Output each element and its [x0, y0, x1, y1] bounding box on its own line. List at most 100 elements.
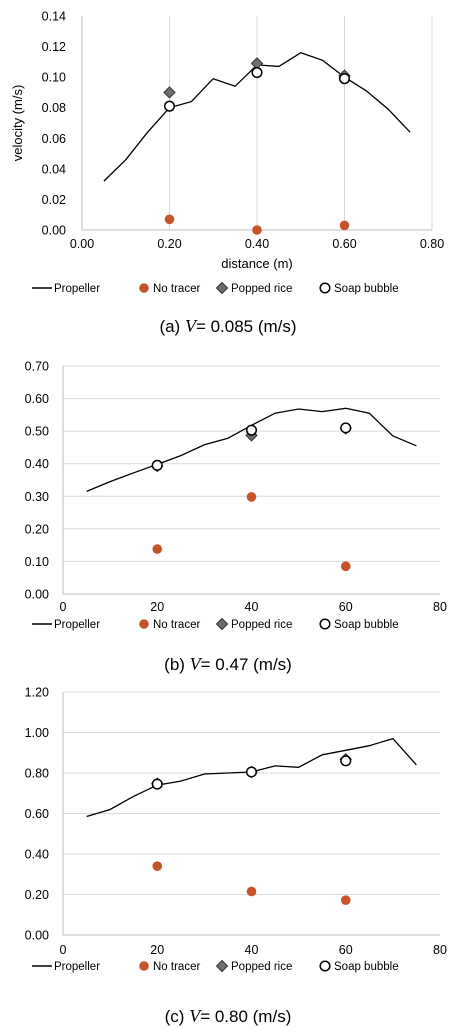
point-soap-bubble	[163, 100, 176, 112]
legend-soap-bubble-swatch	[319, 282, 331, 294]
point-soap-bubble	[338, 73, 351, 85]
legend-popped-rice-swatch	[215, 959, 229, 973]
legend-soap-bubble-label: Soap bubble	[334, 961, 399, 973]
legend-no-tracer-swatch	[139, 283, 149, 293]
point-soap-bubble	[340, 755, 352, 767]
point-no-tracer	[252, 225, 262, 235]
point-no-tracer	[246, 492, 257, 502]
y-tick-label: 0.40	[25, 457, 49, 471]
legend-no-tracer-swatch	[139, 619, 149, 629]
caption-value: = 0.80 (m/s)	[200, 1007, 291, 1026]
caption-variable: V	[190, 654, 203, 674]
x-tick-label: 0.20	[157, 237, 181, 251]
series-line-propeller	[86, 407, 417, 492]
legend-propeller-label: Propeller	[54, 283, 100, 295]
legend-no-tracer-label: No tracer	[153, 619, 200, 631]
y-tick-label: 0.10	[42, 71, 66, 85]
caption-variable: V	[185, 316, 198, 336]
point-no-tracer	[340, 561, 351, 572]
y-tick-label: 0.12	[42, 40, 66, 54]
caption-value: = 0.47 (m/s)	[201, 655, 292, 674]
y-tick-label: 0.08	[42, 101, 66, 115]
legend-no-tracer-swatch	[139, 961, 149, 971]
chart-panel-2: 0.00 0.10 0.20 0.30 0.40 0.50 0.60 0.70 0 20 40 60 8…	[25, 360, 447, 675]
caption-prefix: (b)	[164, 655, 190, 674]
legend-propeller-label: Propeller	[54, 619, 100, 631]
point-no-tracer	[339, 220, 350, 231]
chart-panel-3: 0.00 0.20 0.40 0.60 0.80 1.00 1.20 0 20 40 60 80 Pro…	[25, 686, 447, 1027]
x-tick-label: 0	[60, 943, 67, 957]
figure-caption: (a) V= 0.085 (m/s)	[159, 316, 296, 336]
x-tick-label: 0.80	[420, 237, 444, 251]
legend-no-tracer-label: No tracer	[153, 961, 200, 973]
legend-soap-bubble-swatch	[319, 618, 331, 630]
point-soap-bubble	[245, 766, 258, 778]
y-axis-title: velocity (m/s)	[10, 85, 25, 162]
caption-prefix: (a)	[159, 317, 185, 336]
y-tick-label: 0.40	[25, 848, 49, 862]
y-tick-label: 0.00	[25, 929, 49, 943]
x-tick-label: 0.00	[70, 237, 94, 251]
y-tick-label: 0.00	[42, 224, 66, 238]
point-soap-bubble	[245, 424, 258, 436]
x-tick-label: 80	[433, 600, 447, 614]
legend-soap-bubble-swatch	[319, 960, 331, 972]
legend-popped-rice-swatch	[215, 281, 229, 295]
point-popped-rice	[163, 86, 176, 99]
y-tick-label: 1.00	[25, 726, 49, 740]
x-axis-title: distance (m)	[221, 256, 293, 271]
legend-propeller-label: Propeller	[54, 961, 100, 973]
y-tick-label: 0.50	[25, 425, 49, 439]
point-soap-bubble	[251, 67, 263, 79]
y-tick-label: 1.20	[25, 686, 49, 700]
x-tick-label: 40	[245, 943, 259, 957]
x-tick-label: 60	[339, 943, 353, 957]
x-tick-label: 40	[245, 600, 259, 614]
legend-soap-bubble-label: Soap bubble	[334, 283, 399, 295]
y-tick-label: 0.04	[42, 162, 66, 176]
point-soap-bubble	[340, 422, 352, 434]
y-tick-label: 0.10	[25, 555, 49, 569]
point-no-tracer	[164, 214, 175, 225]
y-tick-label: 0.30	[25, 490, 49, 504]
point-soap-bubble	[151, 778, 163, 790]
x-tick-label: 20	[150, 600, 164, 614]
y-tick-label: 0.60	[25, 807, 49, 821]
legend-popped-rice-label: Popped rice	[231, 619, 292, 631]
caption-variable: V	[189, 1006, 202, 1026]
chart-panel-1: 0.00 0.02 0.04 0.06 0.08 0.10 0.12 0.14 0.00 0.20…	[10, 10, 444, 337]
point-no-tracer	[152, 861, 163, 871]
x-tick-label: 60	[339, 600, 353, 614]
y-tick-label: 0.14	[42, 10, 66, 24]
y-tick-label: 0.20	[25, 888, 49, 902]
y-tick-label: 0.20	[25, 522, 49, 536]
legend-popped-rice-label: Popped rice	[231, 961, 292, 973]
point-no-tracer	[152, 544, 163, 554]
legend-no-tracer-label: No tracer	[153, 283, 200, 295]
point-soap-bubble	[151, 459, 163, 471]
x-tick-label: 0.60	[332, 237, 356, 251]
legend: Propeller No tracer Popped rice Soap bubble	[32, 617, 399, 631]
y-tick-label: 0.00	[25, 588, 49, 602]
legend-soap-bubble-label: Soap bubble	[334, 619, 399, 631]
legend-popped-rice-swatch	[215, 617, 229, 631]
figure-caption: (c) V= 0.80 (m/s)	[165, 1006, 292, 1026]
point-no-tracer	[246, 886, 257, 897]
caption-value: = 0.085 (m/s)	[196, 317, 297, 336]
legend-popped-rice-label: Popped rice	[231, 283, 292, 295]
y-tick-label: 0.80	[25, 767, 49, 781]
point-no-tracer	[340, 895, 351, 905]
figure-caption: (b) V= 0.47 (m/s)	[164, 654, 292, 674]
y-tick-label: 0.02	[42, 193, 66, 207]
y-tick-label: 0.70	[25, 360, 49, 374]
caption-prefix: (c)	[165, 1007, 190, 1026]
x-tick-label: 0	[60, 600, 67, 614]
y-tick-label: 0.60	[25, 392, 49, 406]
x-tick-label: 0.40	[245, 237, 269, 251]
y-tick-label: 0.06	[42, 132, 66, 146]
x-tick-label: 20	[150, 943, 164, 957]
legend: Propeller No tracer Popped rice Soap bubble	[32, 959, 399, 973]
legend: Propeller No tracer Popped rice Soap bubble	[32, 281, 399, 295]
x-tick-label: 80	[433, 943, 447, 957]
